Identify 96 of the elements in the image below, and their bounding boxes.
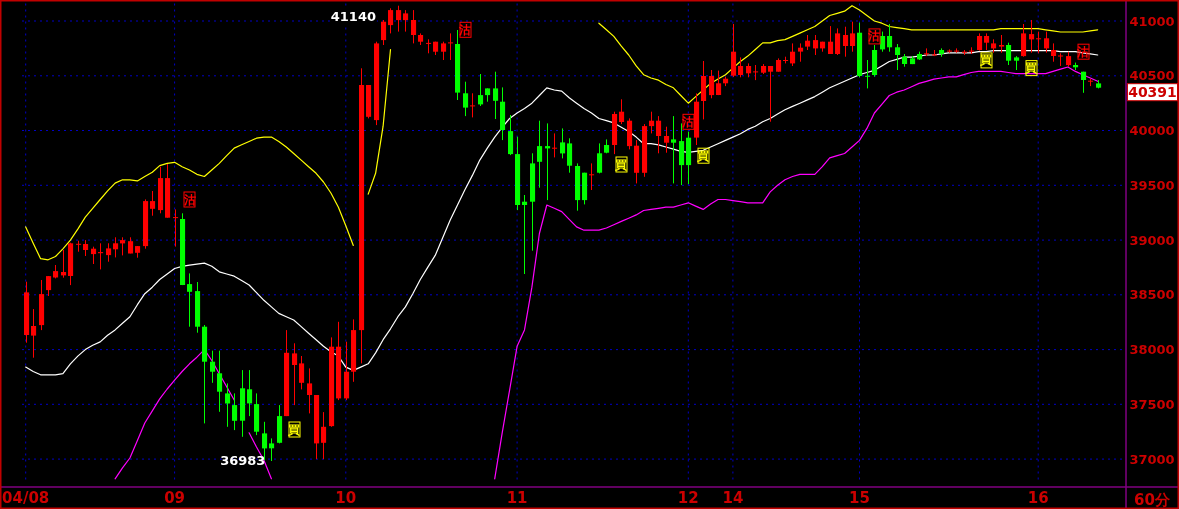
- candlestick: [508, 114, 514, 156]
- candlestick: [895, 43, 901, 71]
- x-tick-label: 15: [849, 489, 870, 507]
- candlestick: [403, 9, 409, 33]
- candlestick: [381, 19, 387, 46]
- candlestick: [217, 350, 223, 413]
- text: 60分: [1134, 491, 1171, 509]
- candlestick: [470, 92, 476, 118]
- candlestick: [716, 70, 722, 96]
- candlestick: [738, 56, 744, 78]
- x-tick-label: 14: [722, 489, 744, 507]
- series-label: 沽: [457, 22, 471, 37]
- y-tick-label: 39500: [1129, 177, 1175, 193]
- candlestick: [567, 137, 573, 174]
- candlestick: [1029, 19, 1035, 54]
- text: 40391: [1128, 83, 1177, 100]
- candlestick: [210, 350, 216, 384]
- x-tick-label: 16: [1027, 489, 1049, 507]
- y-tick-label: 38500: [1129, 287, 1175, 303]
- candlestick: [798, 42, 804, 63]
- candlestick: [448, 32, 454, 61]
- text: 買: [287, 422, 300, 437]
- annotation: 41140: [330, 9, 377, 24]
- candlestick: [441, 41, 447, 61]
- candlestick: [835, 27, 841, 56]
- series-label: 買: [979, 53, 992, 68]
- candlestick: [656, 115, 662, 154]
- x-tick-label: 04/08: [2, 489, 50, 507]
- y-tick-label: 41000: [1129, 13, 1175, 29]
- candlestick: [388, 7, 394, 34]
- candlestick: [426, 38, 432, 54]
- candlestick: [173, 208, 179, 248]
- candlestick: [31, 308, 37, 359]
- candlestick: [1006, 42, 1012, 66]
- candlestick: [813, 34, 819, 56]
- candlestick: [887, 23, 893, 53]
- candlestick: [307, 367, 313, 414]
- y-tick-label: 38000: [1129, 342, 1175, 358]
- candlestick: [292, 342, 298, 406]
- candlestick: [619, 98, 625, 125]
- candlestick: [828, 25, 834, 55]
- candlestick: [768, 65, 774, 123]
- candlestick: [46, 275, 52, 297]
- candlestick: [552, 132, 558, 158]
- candlestick: [597, 142, 603, 174]
- y-tick-label: 40500: [1129, 68, 1175, 84]
- candlestick: [493, 71, 499, 120]
- x-tick-label: 12: [677, 489, 699, 507]
- candlestick: [671, 115, 677, 184]
- candlestick: [396, 5, 402, 33]
- candlestick: [113, 236, 119, 258]
- y-tick-label: 40000: [1129, 123, 1175, 138]
- candlestick: [790, 42, 796, 67]
- candlestick: [850, 21, 856, 53]
- candlestick: [947, 48, 953, 54]
- candlestick: [106, 242, 112, 263]
- candlestick: [321, 411, 327, 460]
- candlestick: [560, 127, 566, 159]
- candlestick: [589, 162, 595, 191]
- candlestick: [1058, 52, 1064, 67]
- candlestick: [76, 240, 82, 253]
- candlestick: [269, 437, 275, 462]
- candlestick: [1036, 31, 1042, 54]
- candlestick: [664, 126, 670, 154]
- candlestick: [537, 120, 543, 189]
- text: 沽: [868, 29, 881, 44]
- candlestick: [843, 26, 849, 58]
- x-tick-label: 11: [506, 489, 528, 507]
- text: 買: [1024, 61, 1037, 76]
- candlestick: [225, 382, 231, 428]
- candlestick: [709, 69, 715, 99]
- candlestick: [478, 73, 484, 107]
- x-tick-label: 09: [164, 489, 186, 507]
- x-tick-label: 10: [335, 489, 357, 507]
- candlestick: [150, 190, 156, 217]
- annotation: 36983: [220, 452, 266, 468]
- candlestick: [954, 47, 960, 54]
- candlestick: [463, 81, 469, 117]
- candlestick: [247, 369, 253, 417]
- candlestick: [753, 64, 759, 81]
- candlestick: [1051, 42, 1057, 63]
- candlestick: [232, 392, 238, 431]
- candlestick: [1021, 23, 1027, 58]
- candlestick: [411, 9, 417, 44]
- text: 買: [697, 148, 710, 163]
- y-tick-label: 37500: [1129, 396, 1175, 412]
- candlestick: [731, 23, 737, 78]
- candlestick: [299, 355, 305, 390]
- text: 沽: [183, 192, 196, 207]
- y-tick-label: 37000: [1129, 451, 1175, 467]
- candlestick: [1044, 31, 1050, 54]
- text: 買: [615, 157, 628, 172]
- candlestick: [187, 272, 193, 328]
- text: 沽: [682, 114, 695, 129]
- y-tick-label: 39000: [1129, 232, 1175, 248]
- candlestick: [865, 59, 871, 89]
